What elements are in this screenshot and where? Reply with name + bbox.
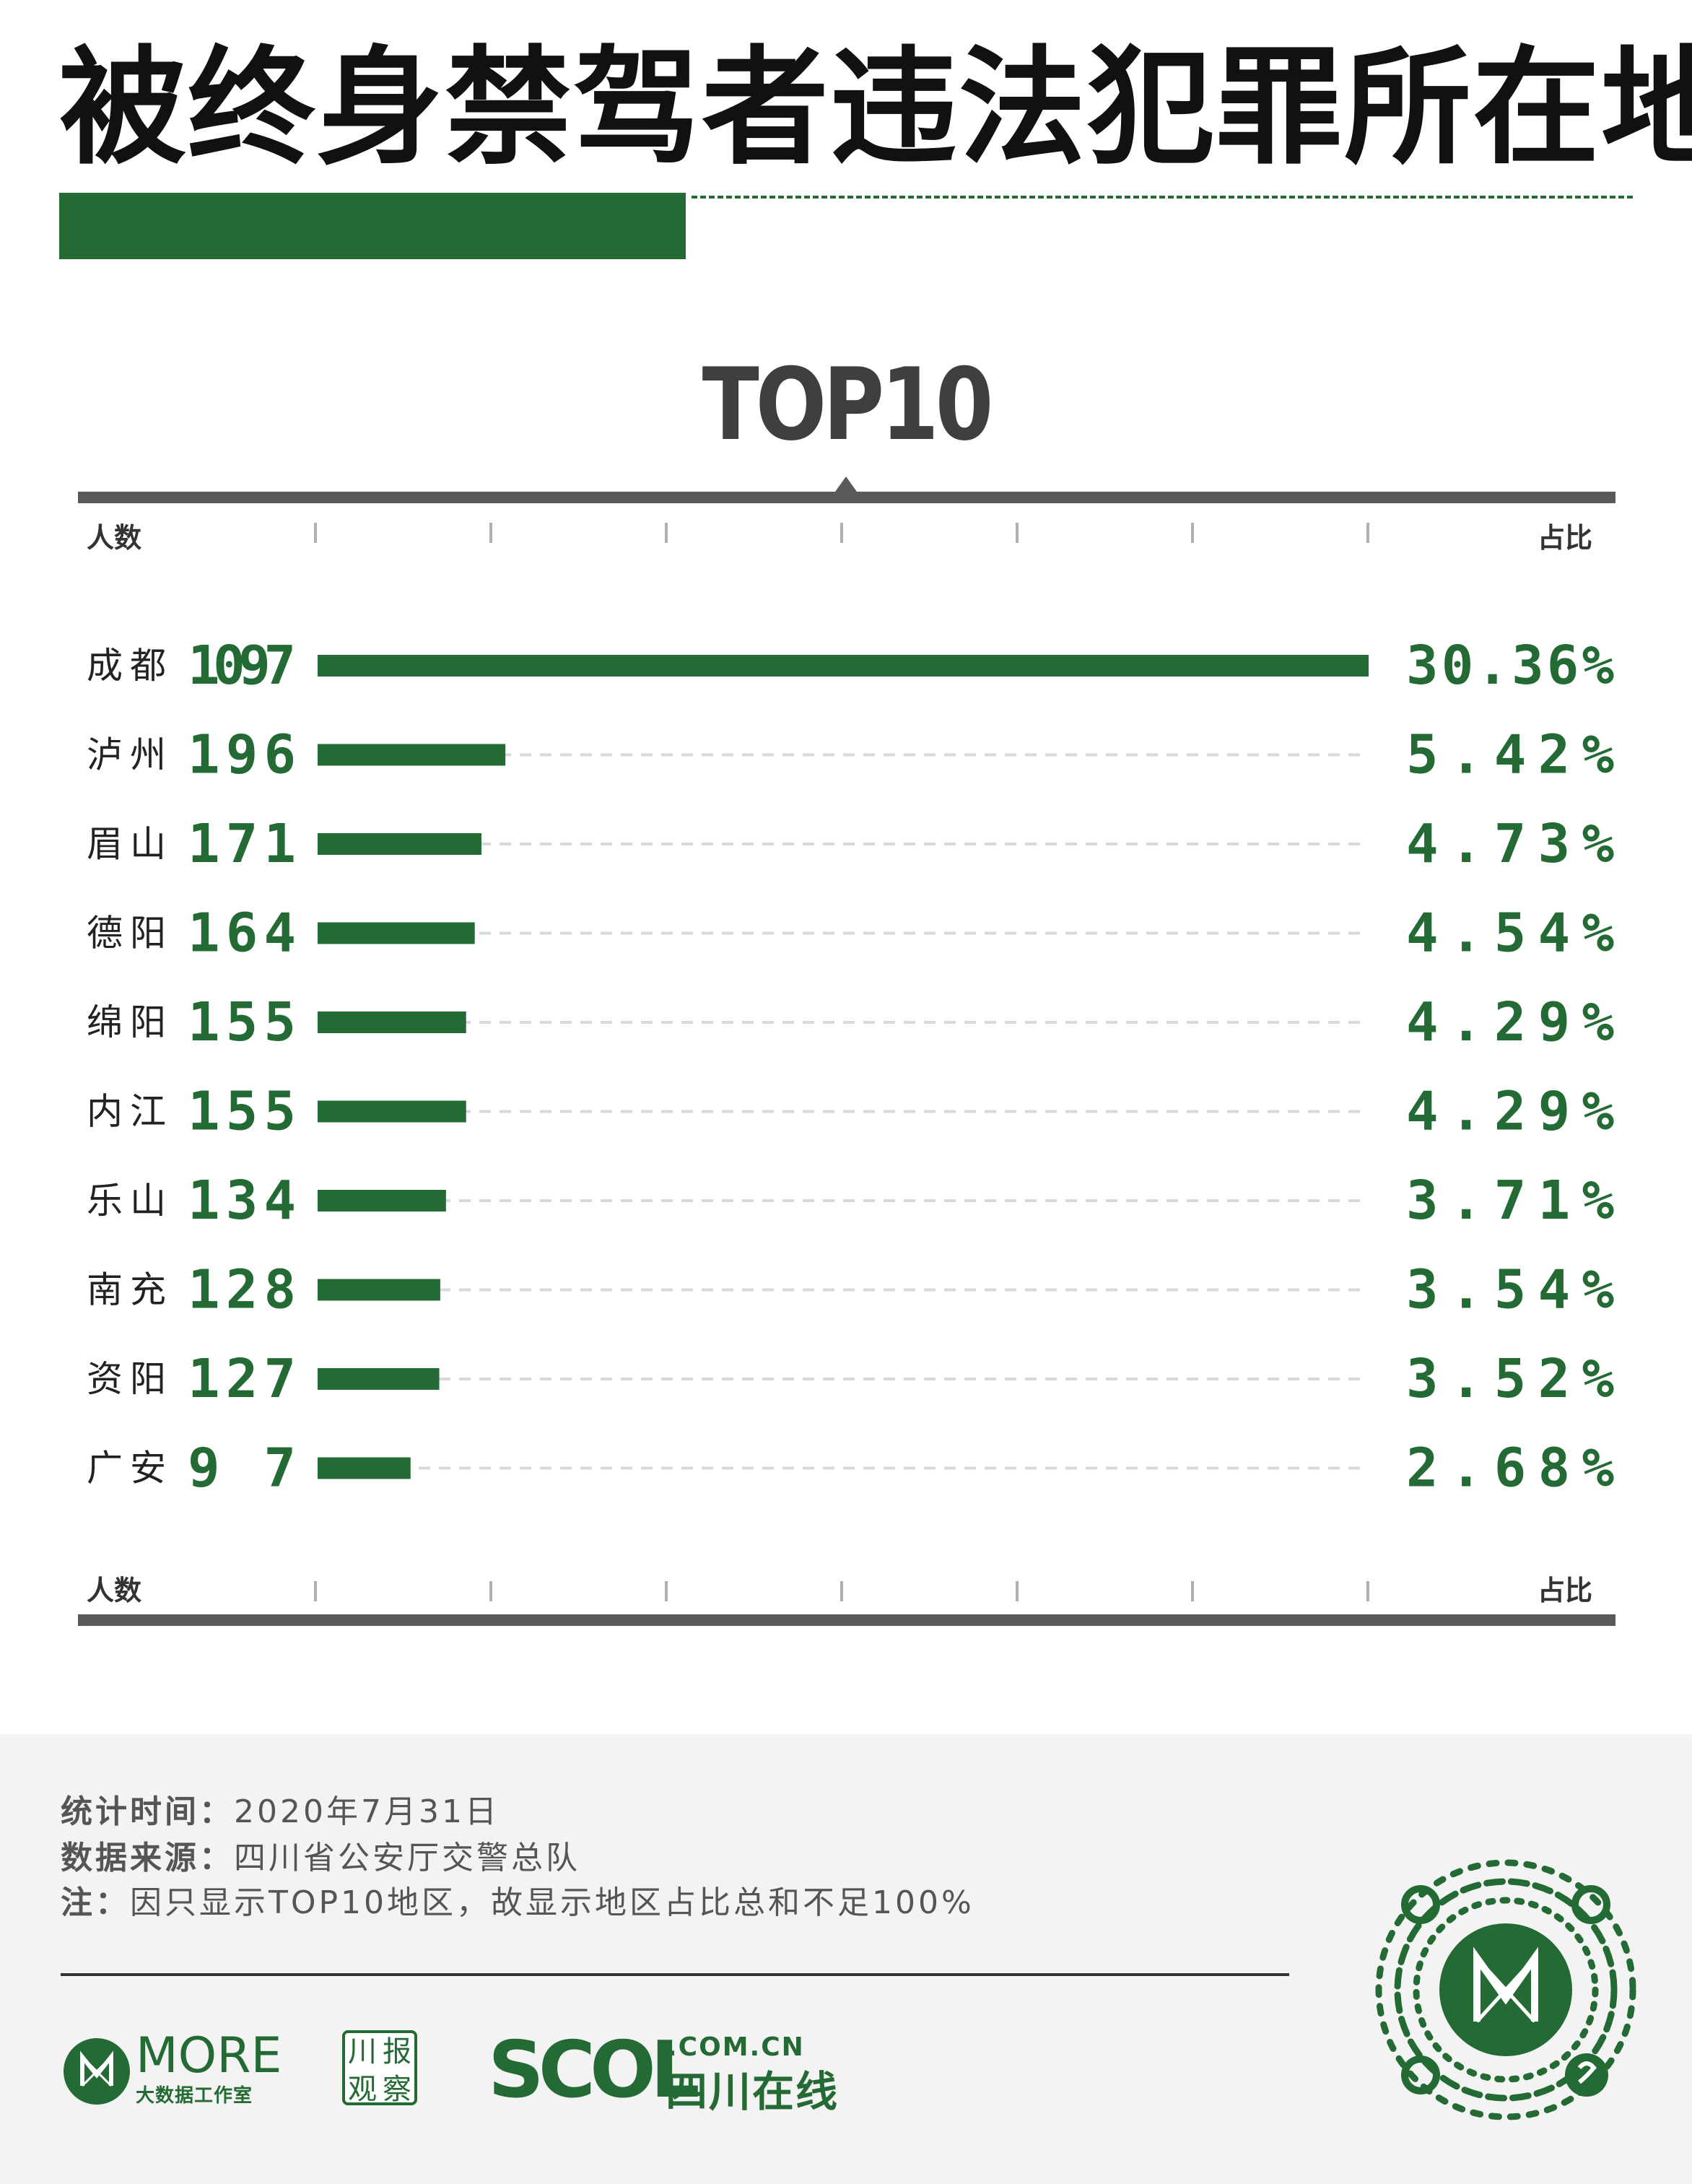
value-label: 1097 xyxy=(188,635,296,697)
value-label: 97 xyxy=(188,1437,296,1500)
bar xyxy=(318,1190,446,1211)
more-logo-word: MORE xyxy=(136,2027,282,2084)
note-line: 注：因只显示TOP10地区，故显示地区占比总和不足100% xyxy=(61,1881,974,1925)
category-label: 内江 xyxy=(87,1091,173,1133)
cbgc-char-2: 报 xyxy=(383,2035,411,2068)
top-axis-pointer xyxy=(835,477,857,492)
footer-divider xyxy=(61,1973,1289,1976)
source-line: 数据来源：四川省公安厅交警总队 xyxy=(61,1837,580,1880)
bar xyxy=(318,655,1369,676)
bar xyxy=(318,1368,440,1390)
stat-time-value: 2020年7月31日 xyxy=(234,1793,500,1830)
bottom-axis-line xyxy=(78,1614,1615,1626)
bar xyxy=(318,1279,440,1301)
bar xyxy=(318,1457,411,1479)
stat-time-line: 统计时间：2020年7月31日 xyxy=(61,1791,500,1834)
percent-label: 4.29% xyxy=(1406,1081,1614,1143)
bar xyxy=(318,744,506,766)
footer-panel xyxy=(0,1734,1692,2184)
percent-label: 4.73% xyxy=(1406,813,1614,875)
bar xyxy=(318,1011,466,1033)
source-value: 四川省公安厅交警总队 xyxy=(234,1840,580,1876)
percent-label: 4.29% xyxy=(1406,991,1614,1053)
bottom-axis-tick xyxy=(489,1581,492,1601)
top-left-axis-label: 人数 xyxy=(87,522,141,554)
note-label: 注： xyxy=(61,1884,130,1921)
bottom-axis-tick xyxy=(1366,1581,1369,1601)
value-label: 127 xyxy=(188,1348,296,1410)
scol-logo-domain: .COM.CN xyxy=(667,2032,805,2062)
top-axis-tick xyxy=(1191,523,1194,543)
more-logo-subtitle: 大数据工作室 xyxy=(136,2085,253,2107)
top-right-axis-label: 占比 xyxy=(1538,522,1592,554)
title-underline-bar xyxy=(59,193,686,259)
qr-code-icon xyxy=(1375,1859,1636,2120)
category-label: 绵阳 xyxy=(87,1001,173,1043)
category-label: 成都 xyxy=(87,645,173,687)
bottom-axis-tick xyxy=(840,1581,843,1601)
cbgc-char-4: 察 xyxy=(383,2073,411,2106)
value-label: 196 xyxy=(188,724,296,786)
top-axis-tick xyxy=(314,523,317,543)
value-label: 128 xyxy=(188,1259,296,1321)
more-logo-icon xyxy=(64,2038,130,2105)
category-label: 德阳 xyxy=(87,913,173,954)
percent-label: 3.54% xyxy=(1406,1259,1614,1321)
percent-label: 2.68% xyxy=(1406,1437,1614,1500)
percent-label: 3.52% xyxy=(1406,1348,1614,1410)
bottom-left-axis-label: 人数 xyxy=(87,1575,141,1606)
bar xyxy=(318,1100,466,1123)
note-value: 因只显示TOP10地区，故显示地区占比总和不足100% xyxy=(130,1884,974,1921)
source-label: 数据来源： xyxy=(61,1840,234,1876)
category-label: 乐山 xyxy=(87,1180,173,1222)
bottom-axis-tick xyxy=(665,1581,668,1601)
bottom-axis-tick xyxy=(1016,1581,1019,1601)
percent-label: 3.71% xyxy=(1406,1170,1614,1232)
page-title: 被终身禁驾者违法犯罪所在地 xyxy=(59,34,1692,182)
percent-label: 4.54% xyxy=(1406,902,1614,965)
percent-label: 5.42% xyxy=(1406,724,1614,786)
chuanbao-guancha-logo: 川 报 观 察 xyxy=(342,2030,417,2106)
bottom-right-axis-label: 占比 xyxy=(1538,1575,1592,1606)
chart-title: TOP10 xyxy=(702,347,994,463)
bottom-axis-tick xyxy=(314,1581,317,1601)
bar xyxy=(318,922,475,944)
category-label: 眉山 xyxy=(87,823,173,865)
value-label: 171 xyxy=(188,813,296,875)
value-label: 155 xyxy=(188,991,296,1053)
category-label: 广安 xyxy=(87,1448,173,1489)
value-label: 134 xyxy=(188,1170,296,1232)
top-axis-line xyxy=(78,492,1615,503)
category-label: 资阳 xyxy=(87,1358,173,1400)
category-label: 南充 xyxy=(87,1269,173,1311)
cbgc-char-1: 川 xyxy=(348,2035,377,2068)
bottom-axis-tick xyxy=(1191,1581,1194,1601)
value-label: 155 xyxy=(188,1081,296,1143)
value-label: 164 xyxy=(188,902,296,965)
top-axis-tick xyxy=(1366,523,1369,543)
title-dashed-rule xyxy=(692,196,1633,199)
top-axis-tick xyxy=(489,523,492,543)
cbgc-char-3: 观 xyxy=(348,2073,377,2106)
stat-time-label: 统计时间： xyxy=(61,1793,234,1830)
top-axis-tick xyxy=(840,523,843,543)
scol-logo-chinese: 四川在线 xyxy=(666,2067,840,2116)
percent-label: 30.36% xyxy=(1406,635,1614,697)
scol-logo-word: SCOL xyxy=(488,2025,700,2115)
top-axis-tick xyxy=(665,523,668,543)
bar xyxy=(318,833,481,855)
top-axis-tick xyxy=(1016,523,1019,543)
category-label: 泸州 xyxy=(87,734,173,776)
